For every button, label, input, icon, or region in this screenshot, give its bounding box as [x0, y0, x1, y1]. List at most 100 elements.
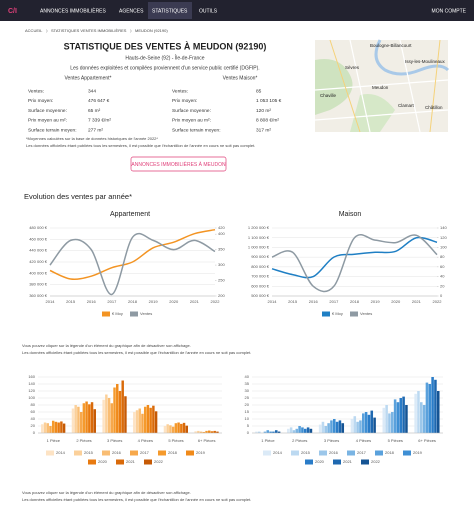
legend-label[interactable]: 2020 [315, 459, 325, 464]
legend-swatch[interactable] [74, 450, 82, 456]
legend-swatch[interactable] [291, 450, 299, 456]
nav-link[interactable]: AGENCES [119, 8, 144, 14]
legend-swatch[interactable] [375, 450, 383, 456]
bar [182, 422, 186, 433]
x-tick-label: 2017 [329, 299, 339, 304]
x-tick-label: 2 Pièces [76, 438, 91, 443]
bar [107, 398, 111, 433]
bar [54, 421, 58, 433]
bar [133, 412, 136, 433]
legend-label[interactable]: 2015 [84, 450, 94, 455]
bar [110, 403, 114, 433]
legend-label[interactable]: 2018 [168, 450, 178, 455]
nav-account[interactable]: MON COMPTE [432, 8, 467, 14]
stat-label: Surface terrain moyen: [172, 127, 221, 133]
y-tick-label: 20 [245, 402, 250, 407]
x-tick-label: 2015 [66, 299, 76, 304]
x-tick-label: 3 Pièces [324, 438, 339, 443]
legend-swatch[interactable] [88, 459, 96, 465]
bar [180, 423, 183, 433]
nav-active-bg [148, 2, 192, 19]
legend-swatch[interactable] [130, 311, 138, 317]
legend-swatch[interactable] [319, 450, 327, 456]
bar [116, 384, 119, 433]
legend-swatch[interactable] [116, 459, 124, 465]
y-tick-label: 15 [245, 409, 250, 414]
bar [431, 377, 434, 433]
bar [289, 427, 293, 433]
map[interactable]: Boulogne-Billancourt Issy-les-Moulineaux S… [314, 39, 450, 133]
x-tick-label: 2018 [350, 299, 360, 304]
legend-label[interactable]: 2014 [273, 450, 283, 455]
legend-label[interactable]: 2017 [140, 450, 150, 455]
breadcrumb-item[interactable]: STATISTIQUES VENTES IMMOBILIÈRES [51, 28, 127, 33]
legend-label[interactable]: 2021 [126, 459, 136, 464]
bar [309, 428, 313, 433]
bar [327, 423, 330, 433]
y2-tick-label: 120 [440, 235, 447, 240]
legend-label[interactable]: Ventes [140, 311, 152, 316]
legend-label[interactable]: 2016 [112, 450, 122, 455]
legend-swatch[interactable] [361, 459, 369, 465]
bar [171, 426, 175, 433]
legend-swatch[interactable] [186, 450, 194, 456]
legend-label[interactable]: 2022 [154, 459, 164, 464]
bar [295, 428, 299, 433]
legend-label[interactable]: 2019 [413, 450, 423, 455]
legend-swatch[interactable] [158, 450, 166, 456]
legend-swatch[interactable] [305, 459, 313, 465]
legend-swatch[interactable] [46, 450, 54, 456]
legend-swatch[interactable] [144, 459, 152, 465]
legend-swatch[interactable] [102, 450, 110, 456]
button[interactable] [130, 156, 227, 172]
legend-label[interactable]: € Moy [112, 311, 123, 316]
page-subtitle: Hauts-de-Seine (92) - Île-de-France [125, 54, 204, 61]
stat-label: Prix moyen: [28, 98, 53, 104]
y-tick-label: 420 000 € [29, 259, 48, 264]
bar [428, 384, 432, 433]
bar [298, 426, 301, 433]
legend-swatch[interactable] [347, 450, 355, 456]
breadcrumb-item[interactable]: ACCUEIL [25, 28, 43, 33]
legend-swatch[interactable] [263, 450, 271, 456]
legend-label[interactable]: Ventes [360, 311, 372, 316]
logo[interactable]: C/I [8, 8, 17, 15]
y2-tick-label: 420 [218, 225, 225, 230]
bar [166, 424, 169, 433]
legend-label[interactable]: 2021 [343, 459, 353, 464]
legend-label[interactable]: € Moy [332, 311, 343, 316]
legend-swatch[interactable] [403, 450, 411, 456]
nav-link[interactable]: OUTILS [199, 8, 218, 14]
y-tick-label: 440 000 € [29, 248, 48, 253]
map-road [314, 39, 449, 133]
bar [88, 404, 91, 433]
y-tick-label: 10 [245, 416, 250, 421]
legend-label[interactable]: 2017 [357, 450, 367, 455]
nav-link[interactable]: STATISTIQUES [152, 8, 188, 14]
bar [338, 420, 342, 433]
bar [121, 380, 124, 433]
stat-label: Surface moyenne: [28, 108, 67, 114]
x-tick-label: 3 Pièces [107, 438, 122, 443]
legend-label[interactable]: 2019 [196, 450, 206, 455]
legend-swatch[interactable] [322, 311, 330, 317]
legend-label[interactable]: 2022 [371, 459, 381, 464]
legend-label[interactable]: 2020 [98, 459, 108, 464]
legend-swatch[interactable] [130, 450, 138, 456]
bar [185, 425, 188, 433]
nav-link[interactable]: ANNONCES IMMOBILIÈRES [40, 7, 107, 14]
bar [321, 421, 325, 433]
legend-swatch[interactable] [102, 311, 110, 317]
legend-label[interactable]: 2016 [329, 450, 339, 455]
legend-label[interactable]: 2018 [385, 450, 395, 455]
stat-label: Prix moyen au m²: [172, 118, 211, 124]
legend-swatch[interactable] [333, 459, 341, 465]
legend-label[interactable]: 2015 [301, 450, 311, 455]
bar [417, 391, 420, 433]
legend-label[interactable]: 2014 [56, 450, 66, 455]
legend-swatch[interactable] [350, 311, 358, 317]
x-tick-label: 2020 [391, 299, 401, 304]
x-tick-label: 2 Pièces [292, 438, 307, 443]
bar [364, 412, 368, 433]
button-label[interactable]: ANNONCES IMMOBILIÈRES À MEUDON [131, 161, 226, 168]
